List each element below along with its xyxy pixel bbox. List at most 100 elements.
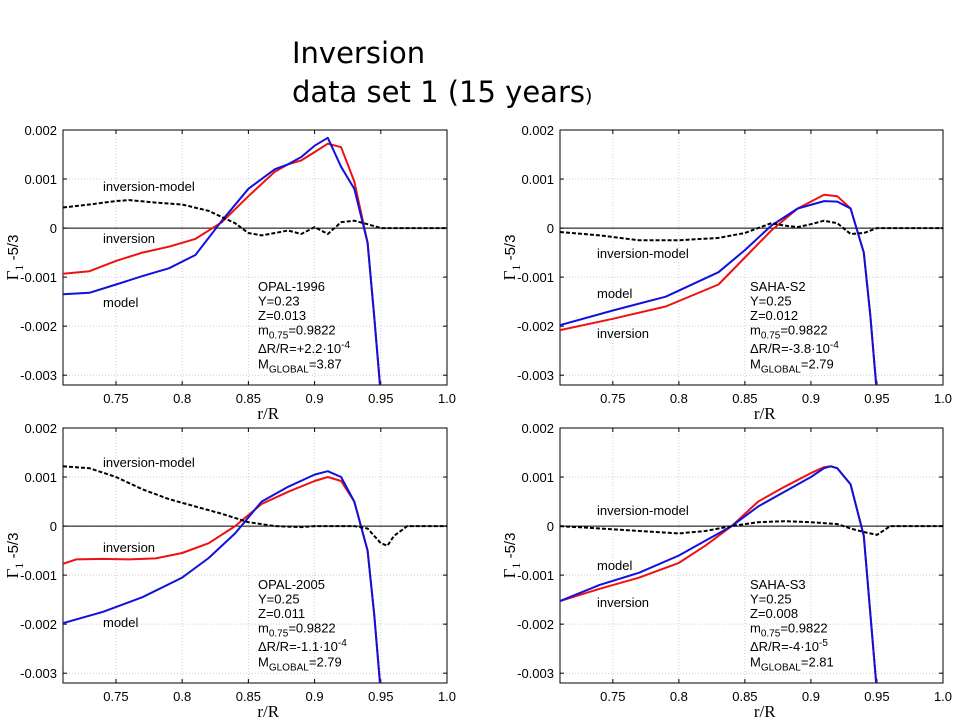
model-radius: ΔR/R=-1.1·10-4 (258, 638, 347, 654)
model-Y: Y=0.25 (750, 592, 792, 607)
curve-label-bot: inversion (597, 595, 649, 610)
series-group (560, 193, 943, 385)
y-tick-label: -0.003 (517, 368, 554, 383)
title-line-1: Inversion (292, 36, 426, 70)
x-tick-label: 0.8 (173, 391, 191, 406)
series-group (560, 465, 943, 683)
model-Y: Y=0.23 (258, 294, 300, 309)
y-axis-rest: -5/3 (5, 235, 22, 265)
x-tick-label: 0.75 (103, 391, 128, 406)
x-tick-label: 0.9 (802, 391, 820, 406)
series-group (63, 465, 447, 683)
mass-val: =0.9822 (780, 621, 827, 636)
model-Y: Y=0.25 (258, 592, 300, 607)
y-axis-sub: 1 (12, 563, 26, 569)
curve-label-mid: inversion (103, 231, 155, 246)
model-mass: m0.75=0.9822 (750, 621, 828, 640)
y-tick-label: 0.002 (24, 123, 57, 138)
model-mass: m0.75=0.9822 (258, 621, 336, 640)
global-sub: GLOBAL (761, 663, 801, 674)
model-global: MGLOBAL=2.79 (750, 357, 834, 376)
mass-val: =0.9822 (288, 323, 335, 338)
radius-val: ΔR/R=-4·10 (750, 639, 819, 654)
radius-exp: -4 (341, 340, 350, 351)
y-axis-sub: 1 (509, 563, 523, 569)
x-axis-label: r/R (754, 404, 776, 423)
y-axis-sub: 1 (509, 265, 523, 271)
global-sub: GLOBAL (761, 365, 801, 376)
x-axis-label: r/R (257, 702, 279, 720)
mass-sub: 0.75 (761, 629, 781, 640)
y-tick-label: -0.001 (517, 270, 554, 285)
x-tick-label: 0.9 (306, 689, 324, 704)
curve-label-bot: inversion (597, 326, 649, 341)
x-axis-label: r/R (754, 702, 776, 720)
y-tick-label: -0.001 (517, 568, 554, 583)
series-line-inversion-model (560, 520, 943, 536)
chart-panel-2: 0.75 0.8 0.85 0.9 0.95 1.0 0.002 0.001 0 -0.001 -0… (500, 123, 952, 423)
y-axis-gamma: Γ (500, 270, 519, 280)
mass-val: =0.9822 (288, 621, 335, 636)
chart-panel-3: 0.75 0.8 0.85 0.9 0.95 1.0 0.002 0.001 0 -0.001 -0… (3, 421, 456, 720)
y-tick-label: -0.001 (20, 270, 57, 285)
model-name: SAHA-S3 (750, 577, 806, 592)
plot-frame (559, 129, 944, 386)
series-line-inversion-model (63, 465, 447, 547)
curve-label-bot: model (103, 615, 139, 630)
chart-panel-1: 0.75 0.8 0.85 0.9 0.95 1.0 0.002 0.001 0 -0.001 -0… (3, 123, 456, 423)
model-Y: Y=0.25 (750, 294, 792, 309)
y-axis-label: Γ1 -5/3 (3, 533, 26, 579)
y-tick-label: 0 (50, 221, 57, 236)
model-name: OPAL-2005 (258, 577, 325, 592)
radius-exp: -4 (338, 638, 347, 649)
series-group (63, 136, 447, 385)
radius-val: ΔR/R=-3.8·10 (750, 341, 830, 356)
y-tick-label: 0 (547, 519, 554, 534)
model-Z: Z=0.008 (750, 606, 798, 621)
y-axis-label: Γ1 -5/3 (500, 235, 523, 281)
x-tick-label: 0.85 (732, 391, 757, 406)
series-line-model (560, 465, 878, 683)
global-sub: GLOBAL (269, 365, 309, 376)
model-radius: ΔR/R=-4·10-5 (750, 638, 828, 654)
global-val: =3.87 (309, 357, 342, 372)
mass-sub: 0.75 (269, 629, 289, 640)
y-axis-rest: -5/3 (502, 533, 519, 563)
x-tick-label: 0.9 (802, 689, 820, 704)
x-tick-label: 1.0 (934, 391, 952, 406)
title-line-2-text: data set 1 (15 years (292, 75, 585, 109)
series-line-model (63, 470, 381, 683)
model-name: OPAL-1996 (258, 279, 325, 294)
title-line-2: data set 1 (15 years) (292, 73, 592, 116)
x-tick-label: 0.75 (103, 689, 128, 704)
series-line-inversion-model (560, 219, 943, 242)
y-tick-label: -0.002 (517, 617, 554, 632)
mass-val: =0.9822 (780, 323, 827, 338)
x-tick-label: 0.85 (732, 689, 757, 704)
mass-sub: 0.75 (761, 331, 781, 342)
radius-val: ΔR/R=+2.2·10 (258, 341, 341, 356)
curve-label-top: inversion-model (103, 455, 195, 470)
global-sub: GLOBAL (269, 663, 309, 674)
curve-label-mid: model (597, 558, 633, 573)
x-tick-label: 0.75 (600, 689, 625, 704)
y-tick-label: -0.002 (20, 617, 57, 632)
global-symbol: M (750, 357, 761, 372)
y-tick-label: 0.002 (521, 421, 554, 436)
model-Z: Z=0.013 (258, 308, 306, 323)
y-axis-label: Γ1 -5/3 (500, 533, 523, 579)
grid-lines (63, 129, 448, 385)
x-tick-label: 0.8 (173, 689, 191, 704)
x-tick-label: 0.85 (236, 689, 261, 704)
x-tick-label: 0.8 (670, 391, 688, 406)
series-line-inversion-model (63, 199, 447, 237)
y-axis-label: Γ1 -5/3 (3, 235, 26, 281)
model-global: MGLOBAL=2.81 (750, 655, 834, 674)
y-axis-gamma: Γ (500, 568, 519, 578)
model-name: SAHA-S2 (750, 279, 806, 294)
y-tick-label: 0.001 (521, 172, 554, 187)
radius-exp: -4 (830, 340, 839, 351)
model-mass: m0.75=0.9822 (750, 323, 828, 342)
model-radius: ΔR/R=-3.8·10-4 (750, 340, 839, 356)
